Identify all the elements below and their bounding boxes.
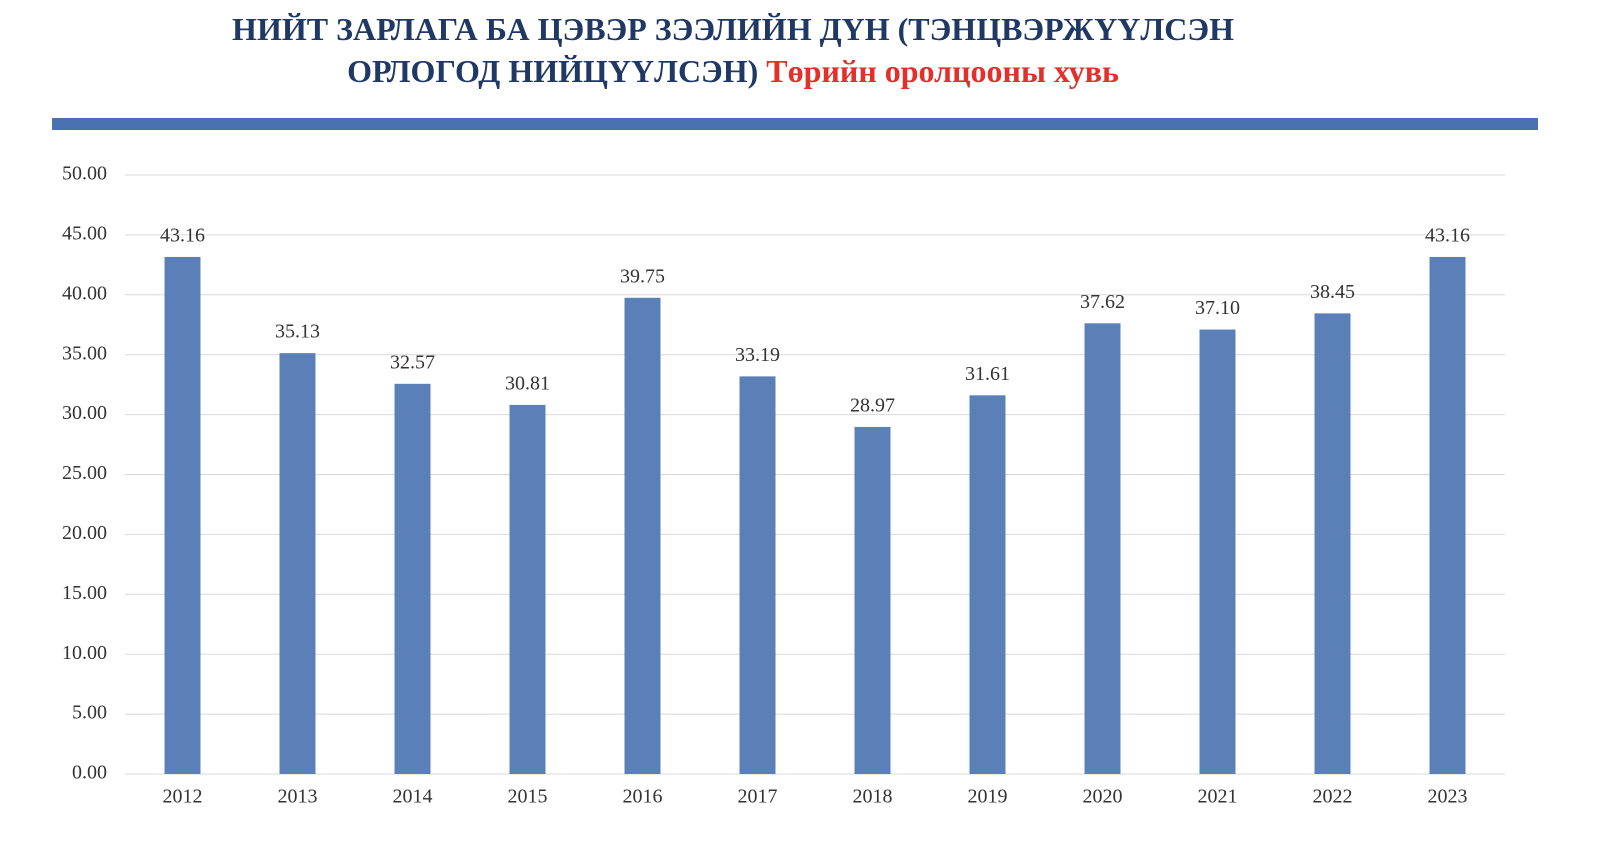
data-label: 33.19: [735, 344, 780, 366]
x-tick-label: 2016: [623, 786, 663, 808]
chart-title: НИЙТ ЗАРЛАГА БА ЦЭВЭР ЗЭЭЛИЙН ДҮН (ТЭНЦВ…: [232, 11, 1234, 89]
bar: [1429, 256, 1466, 774]
data-label: 31.61: [965, 363, 1010, 385]
y-tick-label: 45.00: [62, 222, 107, 244]
x-tick-label: 2018: [853, 786, 893, 808]
y-tick-label: 10.00: [62, 642, 107, 664]
title-block: НИЙТ ЗАРЛАГА БА ЦЭВЭР ЗЭЭЛИЙН ДҮН (ТЭНЦВ…: [213, 8, 1253, 92]
x-tick-label: 2014: [393, 786, 433, 808]
bar: [624, 297, 661, 774]
y-tick-label: 50.00: [62, 163, 107, 185]
y-tick-label: 30.00: [62, 402, 107, 424]
y-tick-label: 5.00: [72, 702, 107, 724]
x-tick-label: 2019: [968, 786, 1008, 808]
bar: [509, 404, 546, 774]
data-label: 35.13: [275, 321, 320, 343]
y-tick-label: 15.00: [62, 582, 107, 604]
bar: [1314, 313, 1351, 774]
y-tick-label: 25.00: [62, 462, 107, 484]
x-tick-label: 2015: [508, 786, 548, 808]
y-tick-label: 35.00: [62, 342, 107, 364]
data-label: 28.97: [850, 395, 895, 417]
data-label: 30.81: [505, 372, 550, 394]
y-tick-label: 20.00: [62, 522, 107, 544]
bar: [279, 353, 316, 774]
data-label: 39.75: [620, 265, 665, 287]
header-rule: [52, 118, 1538, 130]
data-label: 43.16: [1425, 225, 1470, 247]
bar: [1199, 329, 1236, 774]
x-tick-label: 2012: [163, 786, 203, 808]
data-label: 37.10: [1195, 297, 1240, 319]
bar: [1084, 323, 1121, 774]
bar: [969, 395, 1006, 774]
data-label: 37.62: [1080, 291, 1125, 313]
bar: [164, 256, 201, 774]
data-label: 32.57: [390, 351, 435, 373]
x-tick-label: 2017: [738, 786, 778, 808]
chart-subtitle: Төрийн оролцооны хувь: [766, 53, 1119, 89]
bar: [394, 383, 431, 774]
x-tick-label: 2023: [1428, 786, 1468, 808]
x-tick-label: 2013: [278, 786, 318, 808]
x-tick-label: 2021: [1198, 786, 1238, 808]
data-label: 43.16: [160, 225, 205, 247]
x-tick-label: 2022: [1313, 786, 1353, 808]
data-label: 38.45: [1310, 281, 1355, 303]
y-tick-label: 40.00: [62, 282, 107, 304]
bar: [854, 426, 891, 774]
x-tick-label: 2020: [1083, 786, 1123, 808]
bar: [739, 376, 776, 774]
y-tick-label: 0.00: [72, 762, 107, 784]
